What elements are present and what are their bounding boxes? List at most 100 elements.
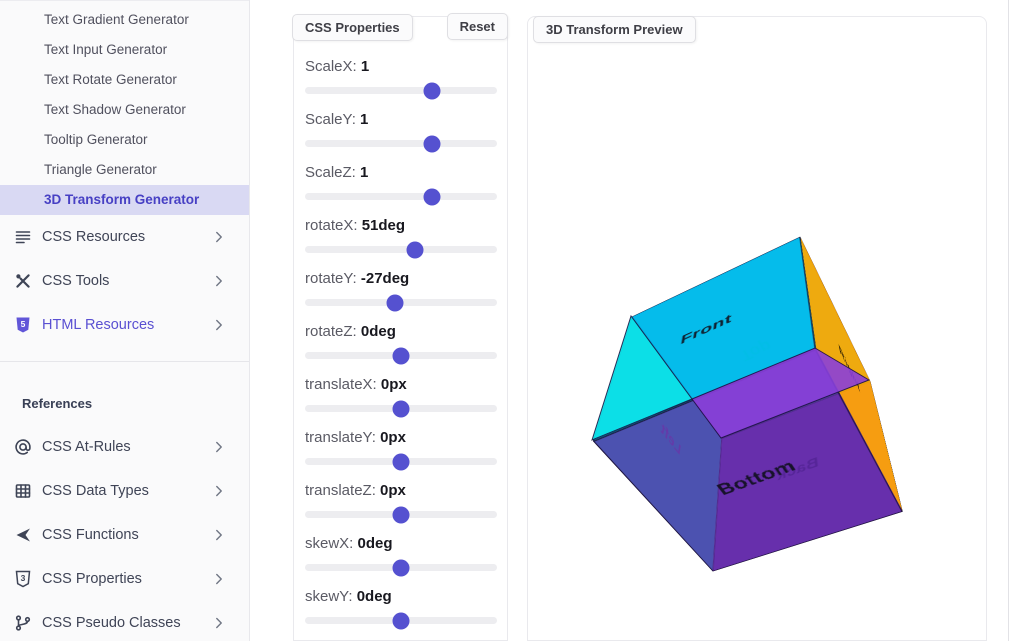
sidebar-item-css-functions[interactable]: CSS Functions	[0, 513, 249, 557]
slider-list: ScaleX: 1 ScaleY: 1 ScaleZ: 1 rotateX: 51de…	[294, 17, 507, 629]
slider-label: ScaleY: 1	[305, 111, 497, 129]
preview-tab: 3D Transform Preview	[533, 16, 696, 43]
slider-track-rotatex[interactable]	[305, 241, 497, 258]
list-icon	[14, 228, 32, 246]
sidebar-item-text-rotate-generator[interactable]: Text Rotate Generator	[44, 72, 177, 87]
sidebar-item-css-tools[interactable]: CSS Tools	[0, 259, 249, 303]
cube-face-label: Bottom	[712, 455, 800, 499]
slider-thumb-scaley[interactable]	[423, 135, 441, 152]
sidebar-item-text-gradient-generator[interactable]: Text Gradient Generator	[44, 12, 189, 27]
slider-label: rotateY: -27deg	[305, 270, 497, 288]
chevron-right-icon	[211, 527, 227, 543]
sidebar-item-text-input-generator[interactable]: Text Input Generator	[44, 42, 168, 57]
css3-icon: 3	[14, 570, 32, 588]
slider-name: skewX:	[305, 535, 354, 552]
sidebar-item-triangle-generator[interactable]: Triangle Generator	[44, 162, 157, 177]
slider-thumb-rotatez[interactable]	[392, 347, 410, 364]
slider-thumb-skewx[interactable]	[392, 559, 410, 576]
slider-track-scalex[interactable]	[305, 82, 497, 99]
slider-row-skewx: skewX: 0deg	[305, 535, 497, 576]
sidebar-item-label: CSS At-Rules	[42, 439, 131, 455]
html5-icon: 5	[14, 316, 32, 334]
slider-name: translateX:	[305, 376, 377, 393]
slider-thumb-translatey[interactable]	[392, 453, 410, 470]
slider-label: ScaleZ: 1	[305, 164, 497, 182]
slider-value: 0px	[380, 376, 407, 393]
sidebar-item-label: CSS Functions	[42, 527, 139, 543]
slider-name: rotateZ:	[305, 323, 357, 340]
transform-cube: FrontBackRightLeftTopBottom	[592, 236, 903, 572]
chevron-right-icon	[211, 615, 227, 631]
slider-row-rotatex: rotateX: 51deg	[305, 217, 497, 258]
slider-row-skewy: skewY: 0deg	[305, 588, 497, 629]
slider-thumb-rotatex[interactable]	[406, 241, 424, 258]
chevron-right-icon	[211, 439, 227, 455]
slider-label: rotateZ: 0deg	[305, 323, 497, 341]
chevron-right-icon	[211, 483, 227, 499]
slider-name: rotateY:	[305, 270, 357, 287]
slider-name: translateY:	[305, 429, 376, 446]
slider-value: 1	[360, 111, 369, 128]
slider-row-scalez: ScaleZ: 1	[305, 164, 497, 205]
slider-value: 0px	[380, 482, 406, 499]
sidebar-item-label: CSS Tools	[42, 273, 110, 289]
svg-text:3: 3	[21, 573, 26, 583]
slider-track-rotatez[interactable]	[305, 347, 497, 364]
slider-name: skewY:	[305, 588, 353, 605]
slider-thumb-translatex[interactable]	[392, 400, 410, 417]
tools-icon	[14, 272, 32, 290]
slider-row-translatez: translateZ: 0px	[305, 482, 497, 523]
slider-row-rotatey: rotateY: -27deg	[305, 270, 497, 311]
sidebar-item-css-pseudo-classes[interactable]: CSS Pseudo Classes	[0, 601, 249, 641]
slider-thumb-translatez[interactable]	[392, 506, 410, 523]
slider-track-skewx[interactable]	[305, 559, 497, 576]
page-edge-divider	[1008, 0, 1009, 641]
sidebar-item-html-resources[interactable]: 5 HTML Resources	[0, 303, 249, 347]
sidebar-item-tooltip-generator[interactable]: Tooltip Generator	[44, 132, 148, 147]
slider-label: ScaleX: 1	[305, 58, 497, 76]
slider-track-translatey[interactable]	[305, 453, 497, 470]
chevron-right-icon	[211, 273, 227, 289]
slider-value: 1	[360, 58, 370, 75]
slider-name: ScaleZ:	[305, 164, 356, 181]
slider-track-translatex[interactable]	[305, 400, 497, 417]
sidebar-item-3d-transform-generator[interactable]: 3D Transform Generator	[0, 185, 249, 215]
cube-face-label: Right	[838, 341, 862, 396]
slider-name: rotateX:	[305, 217, 358, 234]
cube-face-label: Front	[679, 311, 733, 347]
slider-thumb-scalez[interactable]	[423, 188, 441, 205]
sidebar-item-text-shadow-generator[interactable]: Text Shadow Generator	[44, 102, 186, 117]
sidebar-divider	[0, 361, 249, 362]
slider-row-scalex: ScaleX: 1	[305, 58, 497, 99]
function-icon	[14, 526, 32, 544]
slider-value: 51deg	[361, 217, 406, 234]
sidebar-item-label: CSS Data Types	[42, 483, 149, 499]
slider-track-translatez[interactable]	[305, 506, 497, 523]
slider-track-skewy[interactable]	[305, 612, 497, 629]
slider-row-scaley: ScaleY: 1	[305, 111, 497, 152]
sidebar-item-css-properties[interactable]: 3 CSS Properties	[0, 557, 249, 601]
slider-thumb-scalex[interactable]	[423, 82, 441, 99]
slider-thumb-rotatey[interactable]	[386, 294, 404, 311]
sidebar-item-css-data-types[interactable]: CSS Data Types	[0, 469, 249, 513]
sidebar-item-css-at-rules[interactable]: CSS At-Rules	[0, 425, 249, 469]
sidebar-item-label: CSS Pseudo Classes	[42, 615, 181, 631]
slider-label: translateX: 0px	[305, 376, 497, 394]
reset-button[interactable]: Reset	[446, 13, 508, 40]
generator-list: Text Gradient Generator Text Input Genera…	[0, 0, 249, 215]
section-list: CSS Resources CSS Tools 5 HTML Resources	[0, 215, 249, 347]
slider-label: skewX: 0deg	[305, 535, 497, 553]
sidebar-item-css-resources[interactable]: CSS Resources	[0, 215, 249, 259]
slider-track-rotatey[interactable]	[305, 294, 497, 311]
slider-thumb-skewy[interactable]	[392, 612, 410, 629]
slider-row-translatex: translateX: 0px	[305, 376, 497, 417]
slider-row-rotatez: rotateZ: 0deg	[305, 323, 497, 364]
slider-value: 0deg	[360, 323, 396, 340]
slider-track-scaley[interactable]	[305, 135, 497, 152]
sidebar-item-label: HTML Resources	[42, 317, 155, 333]
slider-track-scalez[interactable]	[305, 188, 497, 205]
references-title: References	[22, 396, 93, 411]
slider-label: translateY: 0px	[305, 429, 497, 447]
